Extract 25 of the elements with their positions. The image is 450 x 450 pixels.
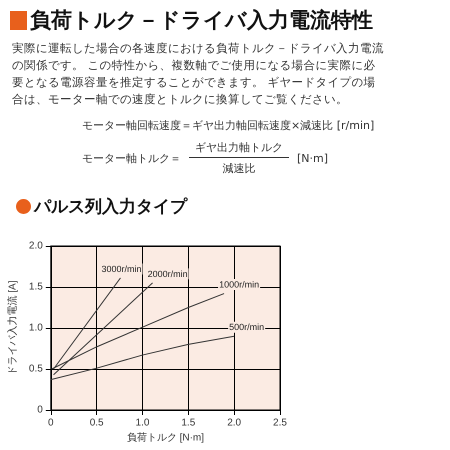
chart-subtitle: 実際に運転した場合の各速度における負荷トルク－ドライバ入力電流の関係です。 この特性から、複数軸でご使用になる場合に実際に必要となる電源容量を推定することができます。 ギヤードタイプの場合は、モーター軸での速度とトルクに換算してご覧ください。 xyxy=(12,40,385,108)
text: 減速比 xyxy=(222,161,256,176)
y-tick-label: 0.5 xyxy=(28,364,44,374)
x-tick-label: 1.0 xyxy=(136,418,150,428)
x-tick-label: 0.5 xyxy=(90,418,104,428)
x-tick-label: 1.5 xyxy=(181,418,196,428)
y-axis-title: ドライバ入力電流 [A] xyxy=(6,280,18,376)
y-tick-label: 1.0 xyxy=(28,322,44,334)
x-tick-label: 0 xyxy=(48,418,54,428)
text: モーター軸トルク＝ xyxy=(82,150,181,166)
y-tick-label: 2.0 xyxy=(28,240,44,252)
text: ギヤ出力軸トルク xyxy=(189,140,289,158)
x-axis-title: 負荷トルク [N·m] xyxy=(126,431,204,444)
text: パルス列入力タイプ xyxy=(34,196,187,218)
y-tick-label: 1.5 xyxy=(28,282,44,292)
x-tick-label: 2.0 xyxy=(227,418,242,428)
series-label: 1000r/min xyxy=(219,280,260,290)
series-label: 500r/min xyxy=(229,322,264,332)
y-tick-label: 0 xyxy=(37,404,44,416)
chart-title: 負荷トルク－ドライバ入力電流特性 xyxy=(30,7,373,34)
x-tick-label: 2.5 xyxy=(273,418,288,428)
series-label: 2000r/min xyxy=(148,268,188,279)
text: [N·m] xyxy=(297,152,328,164)
text: モーター軸回転速度＝ギヤ出力軸回転速度×減速比 [r/min] xyxy=(82,118,374,133)
series-label: 3000r/min xyxy=(101,264,142,274)
